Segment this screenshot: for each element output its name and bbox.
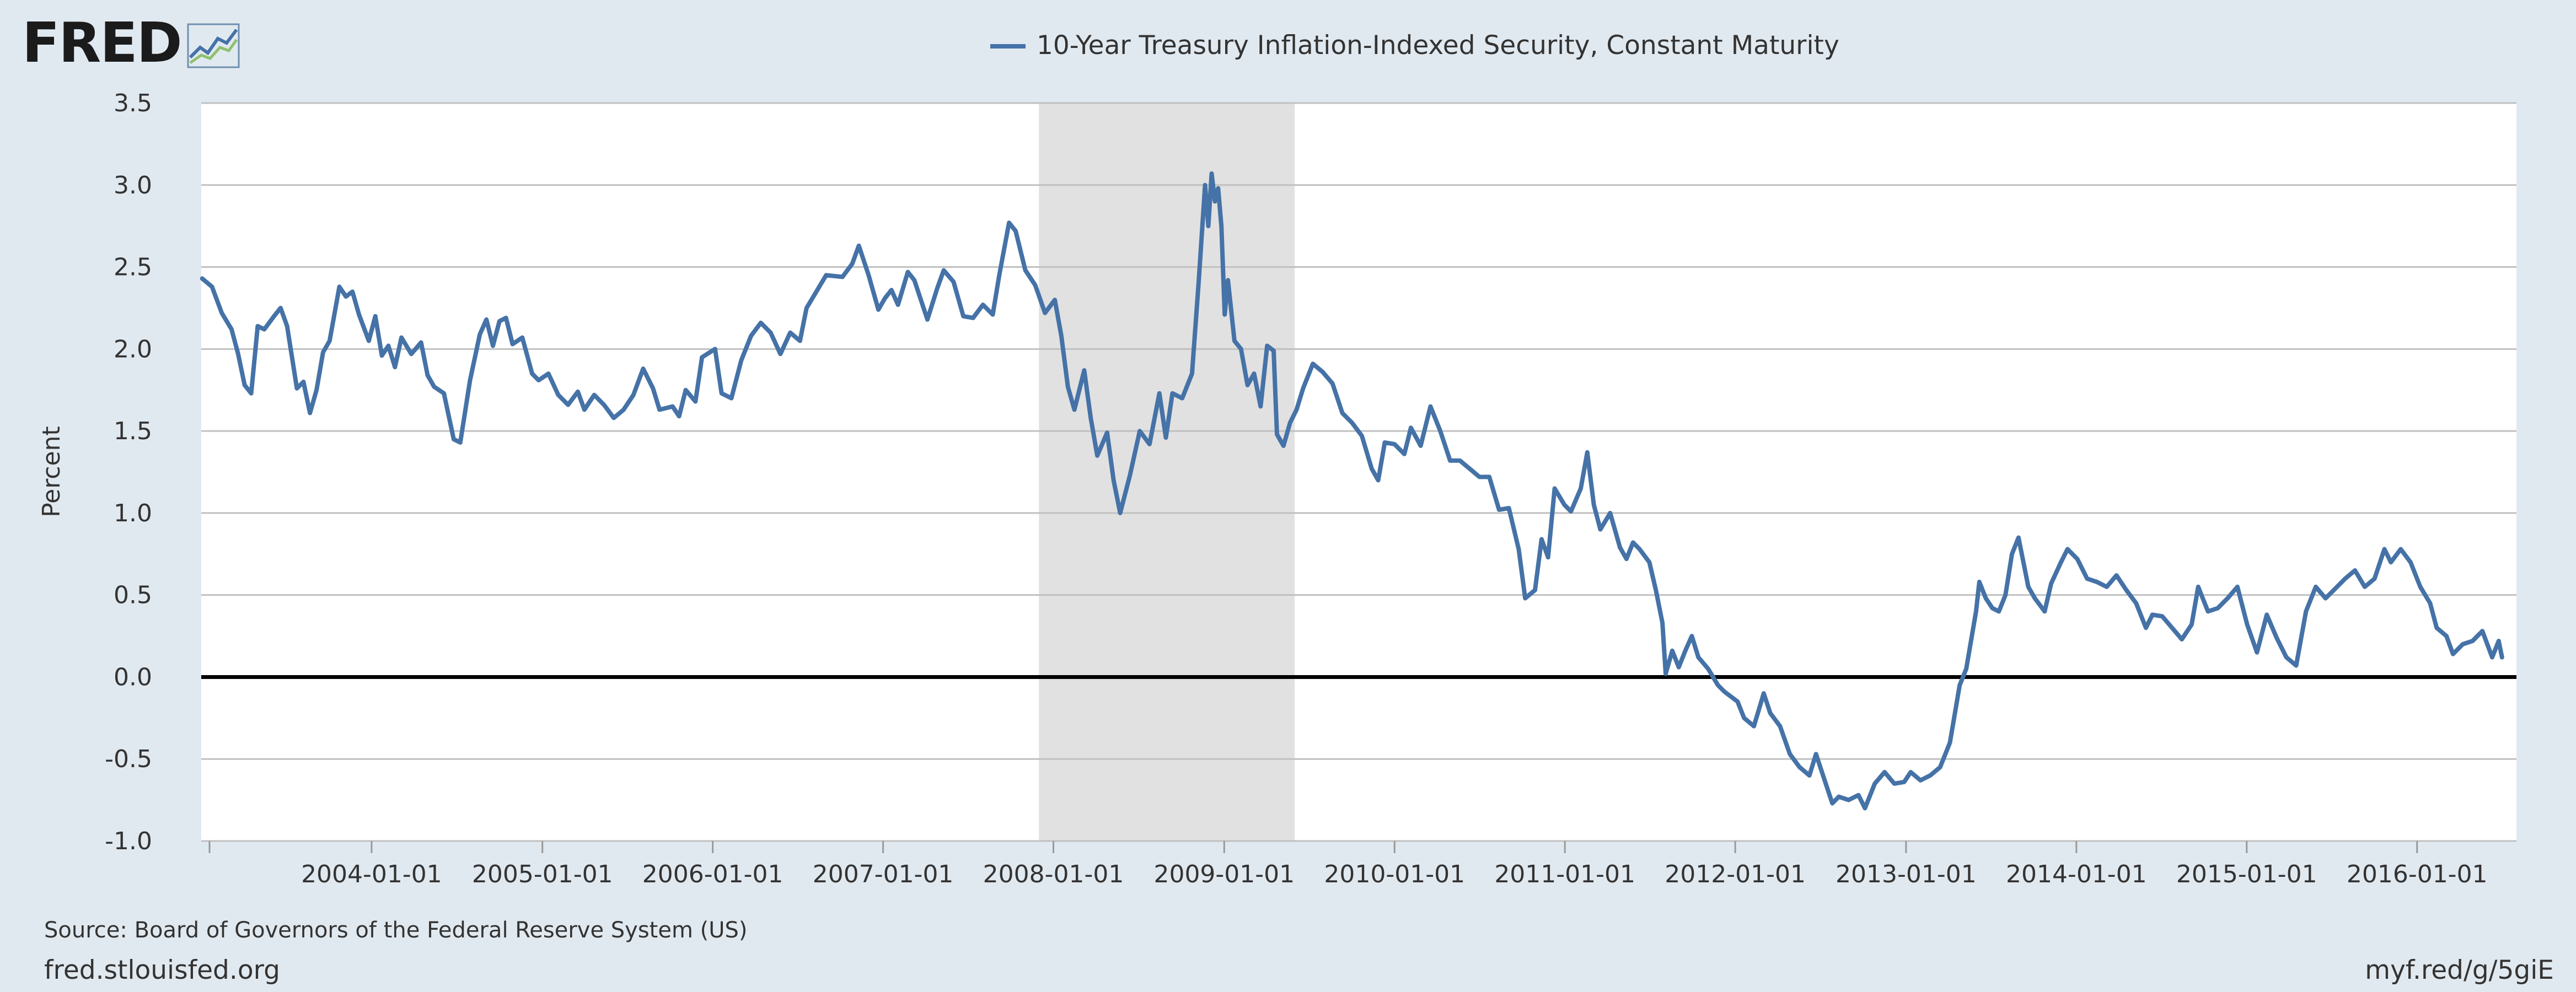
x-tick-label: 2016-01-01 (2347, 860, 2488, 888)
y-tick-label: 1.5 (114, 417, 152, 445)
y-tick-label: 2.0 (114, 335, 152, 363)
x-tick-label: 2014-01-01 (2006, 860, 2147, 888)
recession-shading-layer (1039, 103, 1295, 841)
x-tick-label: 2008-01-01 (983, 860, 1124, 888)
fred-logo-text: FRED (22, 10, 183, 75)
x-tick-label: 2011-01-01 (1494, 860, 1635, 888)
y-tick-label: 0.0 (114, 663, 152, 691)
source-note: Source: Board of Governors of the Federa… (44, 918, 748, 943)
y-tick-label: 1.0 (114, 499, 152, 527)
short-link[interactable]: myf.red/g/5giE (2365, 955, 2554, 985)
fred-logo[interactable]: FRED (22, 15, 240, 71)
y-tick-label: -0.5 (105, 745, 152, 773)
x-tick-label: 2007-01-01 (813, 860, 954, 888)
x-tick-label: 2010-01-01 (1324, 860, 1465, 888)
chart-graph-icon (187, 23, 240, 68)
x-tick-label: 2015-01-01 (2176, 860, 2317, 888)
series-layer (200, 171, 2504, 811)
x-tick-label: 2009-01-01 (1153, 860, 1295, 888)
x-tick-label: 2013-01-01 (1836, 860, 1977, 888)
series-line (200, 171, 2504, 811)
y-tick-label: 3.0 (114, 171, 152, 200)
y-axis-label: Percent (37, 426, 66, 517)
plot-area (201, 103, 2516, 841)
legend[interactable]: 10-Year Treasury Inflation-Indexed Secur… (990, 30, 1839, 61)
y-tick-label: 3.5 (114, 89, 152, 117)
y-tick-label: 2.5 (114, 254, 152, 282)
y-tick-label: 0.5 (114, 581, 152, 610)
x-axis-tick-labels: 2004-01-01 2005-01-01 2006-01-01 2007-01-01… (208, 841, 2488, 888)
x-tick-label: 2012-01-01 (1665, 860, 1806, 888)
x-tick-label: 2006-01-01 (642, 860, 783, 888)
recession-band (1039, 103, 1295, 841)
y-tick-label: -1.0 (105, 827, 152, 855)
site-link[interactable]: fred.stlouisfed.org (44, 955, 280, 985)
y-axis-tick-labels: 3.5 3.0 2.5 2.0 1.5 1.0 0.5 0.0 -0.5 -1.0 (105, 89, 152, 855)
legend-label: 10-Year Treasury Inflation-Indexed Secur… (1037, 30, 1839, 61)
x-tick-label: 2005-01-01 (472, 860, 613, 888)
x-tick-label: 2004-01-01 (301, 860, 442, 888)
